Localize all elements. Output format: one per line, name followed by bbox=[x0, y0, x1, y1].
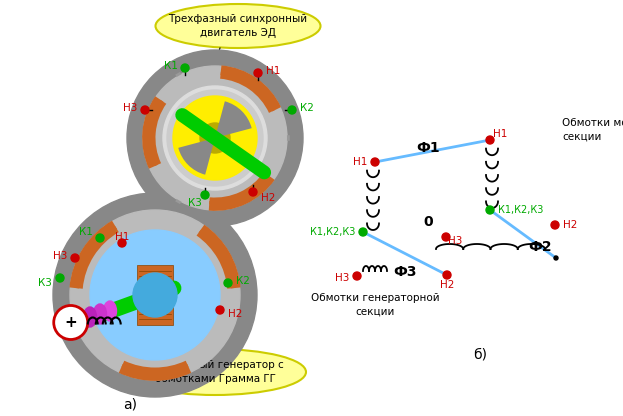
Ellipse shape bbox=[103, 301, 117, 321]
Circle shape bbox=[53, 193, 257, 397]
Circle shape bbox=[442, 233, 450, 241]
Text: Н3: Н3 bbox=[335, 273, 349, 283]
Circle shape bbox=[133, 273, 177, 317]
Circle shape bbox=[554, 256, 558, 260]
Circle shape bbox=[486, 136, 494, 144]
Text: К1,К2,К3: К1,К2,К3 bbox=[310, 227, 355, 237]
Circle shape bbox=[118, 239, 126, 247]
Ellipse shape bbox=[124, 349, 306, 395]
Circle shape bbox=[90, 230, 220, 360]
Circle shape bbox=[488, 208, 492, 212]
Circle shape bbox=[56, 274, 64, 282]
Circle shape bbox=[216, 306, 224, 314]
Text: Н2: Н2 bbox=[440, 280, 454, 290]
Circle shape bbox=[371, 158, 379, 166]
Circle shape bbox=[96, 234, 104, 242]
Text: Н3: Н3 bbox=[52, 251, 67, 261]
Circle shape bbox=[353, 272, 361, 280]
Text: Н2: Н2 bbox=[228, 309, 242, 319]
Circle shape bbox=[553, 223, 557, 227]
Circle shape bbox=[249, 188, 257, 196]
Text: 0: 0 bbox=[423, 215, 433, 229]
Circle shape bbox=[288, 106, 296, 114]
Text: Ф3: Ф3 bbox=[393, 265, 417, 279]
Wedge shape bbox=[215, 119, 287, 157]
Text: Обмотки моторной
секции: Обмотки моторной секции bbox=[562, 119, 623, 141]
Text: К1: К1 bbox=[79, 227, 93, 237]
Ellipse shape bbox=[93, 304, 107, 324]
Text: К1,К2,К3: К1,К2,К3 bbox=[498, 205, 543, 215]
Text: К3: К3 bbox=[188, 198, 202, 208]
Text: Обмотки генераторной
секции: Обмотки генераторной секции bbox=[311, 293, 439, 317]
Ellipse shape bbox=[83, 307, 97, 327]
Text: Ф2: Ф2 bbox=[528, 240, 552, 254]
Text: Трехфазный генератор с
обмотками Грамма ГГ: Трехфазный генератор с обмотками Грамма … bbox=[146, 360, 284, 384]
Text: К2: К2 bbox=[236, 276, 250, 286]
Text: Н1: Н1 bbox=[115, 232, 129, 242]
Circle shape bbox=[54, 305, 88, 339]
Circle shape bbox=[141, 106, 149, 114]
Text: Н3: Н3 bbox=[123, 103, 137, 113]
Text: Н1: Н1 bbox=[266, 66, 280, 76]
Text: Ф1: Ф1 bbox=[416, 141, 440, 155]
Wedge shape bbox=[178, 138, 215, 175]
Circle shape bbox=[488, 138, 492, 142]
Circle shape bbox=[254, 69, 262, 77]
Wedge shape bbox=[164, 69, 215, 138]
Circle shape bbox=[361, 230, 365, 234]
Circle shape bbox=[173, 96, 257, 180]
Circle shape bbox=[70, 210, 240, 380]
Text: а): а) bbox=[123, 398, 137, 412]
Circle shape bbox=[127, 50, 303, 226]
FancyBboxPatch shape bbox=[137, 265, 173, 293]
Circle shape bbox=[224, 279, 232, 287]
Text: К1: К1 bbox=[164, 61, 178, 71]
Circle shape bbox=[355, 274, 359, 278]
Text: К3: К3 bbox=[38, 278, 52, 288]
Circle shape bbox=[444, 235, 448, 239]
Text: б): б) bbox=[473, 348, 487, 362]
Circle shape bbox=[551, 221, 559, 229]
Circle shape bbox=[443, 271, 451, 279]
Circle shape bbox=[143, 66, 287, 210]
Circle shape bbox=[200, 123, 230, 153]
Text: Н2: Н2 bbox=[563, 220, 578, 230]
Ellipse shape bbox=[74, 310, 87, 330]
Text: Н1: Н1 bbox=[493, 129, 507, 139]
Circle shape bbox=[71, 254, 79, 262]
Ellipse shape bbox=[156, 4, 320, 48]
Circle shape bbox=[201, 191, 209, 199]
Wedge shape bbox=[215, 101, 252, 138]
Circle shape bbox=[445, 273, 449, 277]
Text: Трехфазный синхронный
двигатель ЭД: Трехфазный синхронный двигатель ЭД bbox=[168, 15, 308, 37]
Circle shape bbox=[359, 228, 367, 236]
Text: +: + bbox=[64, 315, 77, 330]
Circle shape bbox=[167, 90, 263, 186]
Circle shape bbox=[181, 64, 189, 72]
Text: Н1: Н1 bbox=[353, 157, 367, 167]
Circle shape bbox=[373, 160, 377, 164]
Circle shape bbox=[486, 206, 494, 214]
FancyBboxPatch shape bbox=[137, 297, 173, 325]
Text: Н2: Н2 bbox=[261, 193, 275, 203]
Text: Н3: Н3 bbox=[448, 236, 462, 246]
Text: К2: К2 bbox=[300, 103, 314, 113]
Circle shape bbox=[163, 86, 267, 190]
Wedge shape bbox=[164, 138, 215, 208]
